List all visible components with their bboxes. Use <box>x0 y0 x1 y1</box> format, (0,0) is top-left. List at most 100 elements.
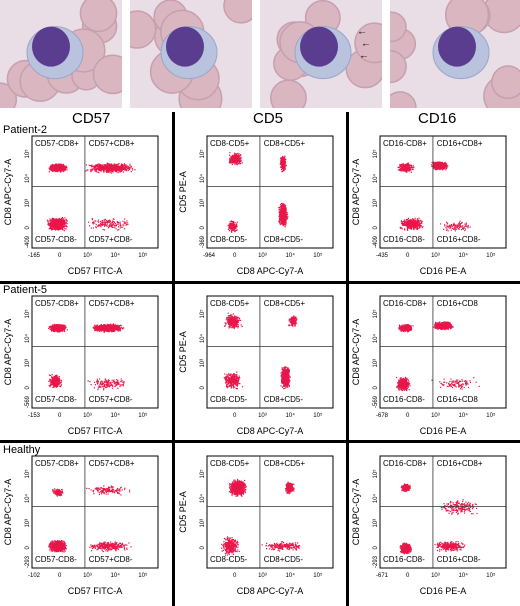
quadrant-label-ur: CD16+CD8 <box>437 299 479 308</box>
column-header-cd5: CD5 <box>253 110 284 127</box>
y-tick-label: 10⁴ <box>24 334 31 344</box>
event-dots <box>395 321 480 392</box>
x-min-label: -964 <box>203 253 216 259</box>
y-tick-label: 10³ <box>373 199 379 208</box>
x-tick-label: 0 <box>406 573 410 579</box>
y-tick-label: 0 <box>200 546 206 550</box>
y-tick-label: 10⁴ <box>199 494 206 504</box>
quadrant-label-ll: CD16-CD8- <box>383 235 425 244</box>
quadrant-label-ur: CD8+CD5+ <box>264 459 306 468</box>
x-tick-label: 10⁵ <box>313 252 323 259</box>
quadrant-label-ul: CD57-CD8+ <box>35 459 79 468</box>
y-tick-label: 0 <box>200 386 206 390</box>
x-tick-label: 0 <box>233 573 237 579</box>
y-tick-label: 10³ <box>200 359 206 368</box>
x-tick-label: 10³ <box>258 413 267 419</box>
y-tick-label: 10⁵ <box>372 469 379 479</box>
scatter-panel-r2-c1: CD57-CD8+ CD57+CD8+ CD57-CD8- CD57+CD8- CD57… <box>2 288 166 438</box>
y-min-label: -569 <box>25 395 31 408</box>
x-min-label: -678 <box>376 413 389 419</box>
event-dots <box>397 161 471 232</box>
x-axis-label: CD8 APC-Cy7-A <box>237 426 304 436</box>
micrograph-4 <box>390 0 520 108</box>
x-axis-label: CD8 APC-Cy7-A <box>237 266 304 276</box>
y-axis-label: CD5 PE-A <box>178 491 188 533</box>
y-tick-label: 10⁴ <box>372 334 379 344</box>
y-tick-label: 10⁴ <box>199 174 206 184</box>
quadrant-label-ll: CD57-CD8- <box>35 395 77 404</box>
y-tick-label: 10⁵ <box>24 469 31 479</box>
quadrant-label-lr: CD8+CD5- <box>264 395 304 404</box>
row-divider-1 <box>0 281 520 284</box>
quadrant-label-lr: CD57+CD8- <box>89 235 133 244</box>
x-min-label: -153 <box>28 413 41 419</box>
event-dots <box>48 485 132 553</box>
x-tick-label: 10³ <box>83 573 92 579</box>
y-tick-label: 10³ <box>373 519 379 528</box>
x-tick-label: 10⁵ <box>313 412 323 419</box>
y-tick-label: 0 <box>25 226 31 230</box>
quadrant-label-ll: CD8-CD5- <box>210 235 248 244</box>
quadrant-label-ul: CD8-CD5+ <box>210 299 250 308</box>
x-tick-label: 10³ <box>431 573 440 579</box>
quadrant-label-ul: CD57-CD8+ <box>35 139 79 148</box>
quadrant-label-lr: CD57+CD8- <box>89 395 133 404</box>
quadrant-label-ll: CD16-CD8- <box>383 555 425 564</box>
x-axis-label: CD16 PE-A <box>420 426 467 436</box>
y-tick-label: 10³ <box>25 359 31 368</box>
quadrant-label-lr: CD57+CD8- <box>89 555 133 564</box>
quadrant-label-lr: CD16+CD8- <box>437 555 481 564</box>
y-axis-label: CD5 PE-A <box>178 331 188 373</box>
event-dots <box>46 162 136 232</box>
quadrant-label-ur: CD57+CD8+ <box>89 299 135 308</box>
event-dots <box>227 152 289 233</box>
x-axis-label: CD57 FITC-A <box>68 266 123 276</box>
y-axis-label: CD8 APC-Cy7-A <box>3 159 13 226</box>
x-tick-label: 10⁴ <box>459 252 469 259</box>
x-axis-label: CD57 FITC-A <box>68 426 123 436</box>
event-dots <box>221 478 301 556</box>
column-header-cd16: CD16 <box>418 110 457 127</box>
quadrant-label-ll: CD8-CD5- <box>210 555 248 564</box>
row-label: Patient-2 <box>3 124 48 136</box>
y-tick-label: 0 <box>373 226 379 230</box>
x-tick-label: 10⁵ <box>138 412 148 419</box>
quadrant-label-ur: CD57+CD8+ <box>89 459 135 468</box>
y-axis-label: CD5 PE-A <box>178 171 188 213</box>
micrograph-image <box>390 0 520 108</box>
row-label: Healthy <box>3 444 41 456</box>
x-tick-label: 0 <box>58 253 62 259</box>
y-tick-label: 10⁴ <box>24 494 31 504</box>
x-tick-label: 10⁵ <box>138 572 148 579</box>
scatter-panel-r1-c3: CD16-CD8+ CD16+CD8+ CD16-CD8- CD16+CD8- CD16… <box>350 128 514 278</box>
x-tick-label: 10³ <box>258 253 267 259</box>
y-tick-label: 0 <box>200 226 206 230</box>
arrow-icon: ← <box>359 51 369 62</box>
micrograph-image <box>130 0 252 108</box>
x-tick-label: 10³ <box>431 253 440 259</box>
x-axis-label: CD57 FITC-A <box>68 586 123 596</box>
event-dots <box>223 312 298 390</box>
column-header-cd57: CD57 <box>72 110 111 127</box>
x-min-label: -102 <box>28 573 41 579</box>
x-tick-label: 0 <box>406 413 410 419</box>
x-tick-label: 10³ <box>83 413 92 419</box>
y-tick-label: 10⁴ <box>372 174 379 184</box>
y-tick-label: 10⁵ <box>199 149 206 159</box>
quadrant-label-ll: CD57-CD8- <box>35 555 77 564</box>
x-tick-label: 10³ <box>83 253 92 259</box>
quadrant-label-lr: CD16+CD8 <box>437 395 479 404</box>
x-tick-label: 10⁵ <box>486 412 496 419</box>
quadrant-label-ll: CD8-CD5- <box>210 395 248 404</box>
y-min-label: -409 <box>25 235 31 248</box>
quadrant-label-ul: CD16-CD8+ <box>383 299 427 308</box>
quadrant-label-ur: CD8+CD5+ <box>264 139 306 148</box>
x-tick-label: 10⁴ <box>286 412 296 419</box>
quadrant-label-ur: CD8+CD5+ <box>264 299 306 308</box>
arrow-icon: ← <box>357 27 367 38</box>
y-tick-label: 10⁴ <box>24 174 31 184</box>
y-tick-label: 10³ <box>25 519 31 528</box>
scatter-panel-r2-c3: CD16-CD8+ CD16+CD8 CD16-CD8- CD16+CD8 CD16 P… <box>350 288 514 438</box>
quadrant-label-ur: CD57+CD8+ <box>89 139 135 148</box>
x-tick-label: 10⁴ <box>111 252 121 259</box>
